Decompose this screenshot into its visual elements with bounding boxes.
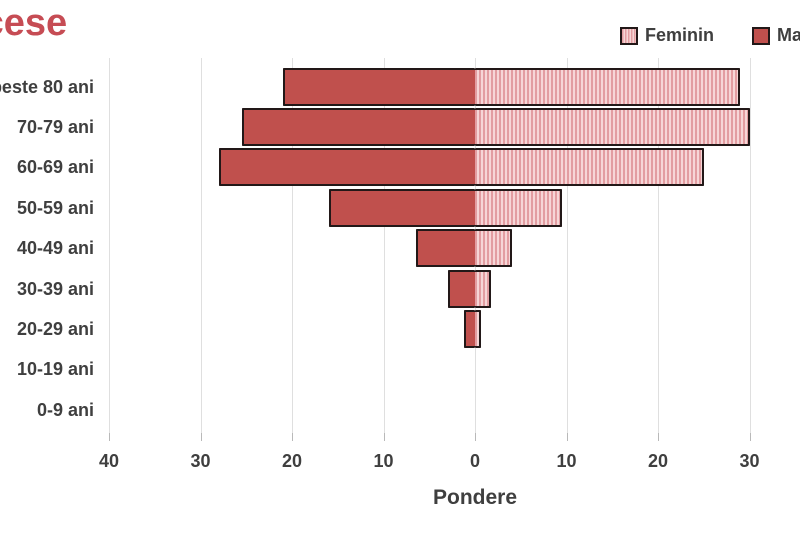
bar-feminin [475,309,482,348]
legend-swatch-solid-icon [752,26,771,45]
x-tick-label: 40 [98,451,120,471]
y-axis-category-label: peste 80 ani [0,76,94,97]
gridline [109,58,110,433]
bar-feminin [475,269,492,308]
legend-item-feminin: Feminin [620,25,714,46]
bar-masculin [241,107,475,146]
legend: Feminin Masculin [620,25,800,46]
axis-tick [566,433,568,441]
gridline [292,58,293,433]
bar-masculin [328,188,475,227]
bar-feminin [475,188,562,227]
axis-tick [475,433,476,441]
legend-swatch-striped-icon [620,26,638,45]
y-axis-category-label: 10-19 ani [16,359,94,380]
x-tick-label: 20 [281,451,303,471]
axis-tick [200,433,202,441]
y-axis-category-label: 50-59 ani [16,197,94,218]
gridline [566,58,568,433]
x-tick-label: 30 [739,451,760,471]
gridline [383,58,385,433]
x-tick-label: 30 [190,451,211,471]
x-axis-title: Pondere [432,486,518,509]
chart-title: Decese [0,2,68,44]
legend-label: Feminin [645,25,715,45]
legend-label: Masculin [777,25,800,45]
bar-feminin [475,107,750,146]
axis-tick [658,433,659,441]
x-tick-label: 10 [373,451,394,471]
bar-feminin [475,148,704,187]
bar-feminin [475,67,741,106]
axis-tick [109,433,110,441]
bar-masculin [218,148,475,187]
bar-masculin [447,269,475,308]
gridline [749,58,751,433]
y-axis-category-label: 30-39 ani [16,278,94,299]
y-axis-category-label: 40-49 ani [16,238,94,259]
bar-feminin [475,229,512,268]
x-tick-label: 0 [469,451,481,471]
axis-tick [383,433,385,441]
bar-masculin [464,309,475,348]
legend-item-masculin: Masculin [752,25,800,46]
gridline [658,58,659,433]
gridline [200,58,202,433]
bar-masculin [282,67,475,106]
axis-tick [292,433,293,441]
axis-tick [749,433,751,441]
x-tick-label: 10 [556,451,577,471]
x-tick-label: 20 [647,451,669,471]
y-axis-category-label: 70-79 ani [16,116,94,137]
bar-masculin [415,229,475,268]
y-axis-category-label: 0-9 ani [36,399,94,420]
y-axis-category-label: 20-29 ani [16,318,94,339]
y-axis-category-label: 60-69 ani [16,157,94,178]
